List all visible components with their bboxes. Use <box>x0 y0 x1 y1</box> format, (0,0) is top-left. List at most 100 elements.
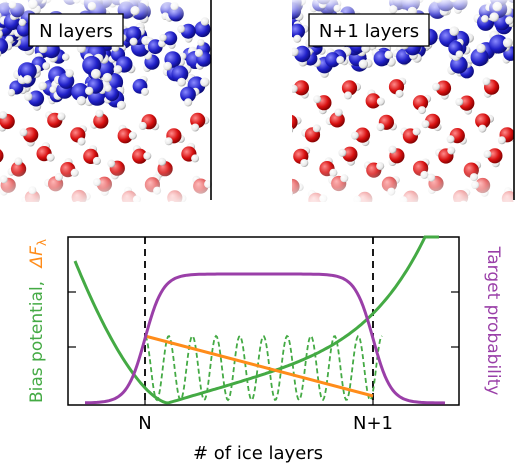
hydrogen-atom <box>388 145 397 154</box>
right-panel-label: N+1 layers <box>319 21 419 42</box>
liquid-oxygen-atom <box>171 65 189 83</box>
hydrogen-atom <box>0 50 2 57</box>
hydrogen-atom <box>432 82 441 91</box>
hydrogen-atom <box>177 77 187 87</box>
hydrogen-atom <box>158 39 166 48</box>
hydrogen-atom <box>23 75 32 84</box>
hydrogen-atom <box>497 136 506 145</box>
hydrogen-atom <box>284 1 292 9</box>
hydrogen-atom <box>143 151 152 160</box>
hydrogen-atom <box>184 98 193 107</box>
hydrogen-atom <box>5 35 14 44</box>
hydrogen-atom <box>177 25 186 33</box>
hydrogen-atom <box>200 77 210 87</box>
left-panel-label: N layers <box>39 21 113 42</box>
hydrogen-atom <box>7 88 16 97</box>
hydrogen-atom <box>376 123 385 132</box>
liquid-oxygen-atom <box>20 62 37 80</box>
hydrogen-atom <box>104 84 112 92</box>
svg-text:Bias potential, ΔFλ: Bias potential, ΔFλ <box>27 239 49 403</box>
ice-oxygen-atom <box>117 128 133 144</box>
hydrogen-atom <box>163 61 173 71</box>
hydrogen-atom <box>116 100 126 110</box>
ice-oxygen-atom <box>412 95 429 111</box>
hydrogen-atom <box>164 137 173 146</box>
liquid-oxygen-atom <box>470 48 489 67</box>
hydrogen-atom <box>376 97 385 106</box>
hydrogen-atom <box>0 111 8 120</box>
x-axis-label: # of ice layers <box>193 443 323 464</box>
hydrogen-atom <box>292 84 298 93</box>
hydrogen-atom <box>334 108 343 117</box>
x-tick-label-n1: N+1 <box>353 413 393 434</box>
hydrogen-atom <box>313 95 322 104</box>
hydrogen-atom <box>191 123 200 132</box>
hydrogen-atom <box>0 29 3 39</box>
ice-oxygen-atom <box>435 80 452 96</box>
hydrogen-atom <box>24 92 33 101</box>
hydrogen-atom <box>446 135 455 144</box>
hydrogen-atom <box>65 69 74 78</box>
ice-oxygen-atom <box>293 80 309 96</box>
hydrogen-atom <box>292 126 294 133</box>
hydrogen-atom <box>18 18 26 27</box>
hydrogen-atom <box>76 96 87 106</box>
free-energy-line <box>144 334 374 398</box>
hydrogen-atom <box>95 109 104 118</box>
left-label-box <box>28 13 124 47</box>
ice-oxygen-atom <box>132 148 148 164</box>
hydrogen-atom <box>483 150 492 159</box>
hydrogen-atom <box>57 112 66 121</box>
hydrogen-atom <box>455 50 464 59</box>
bias-oscillation-curve <box>144 334 383 402</box>
hydrogen-atom <box>129 37 138 46</box>
hydrogen-atom <box>61 53 70 61</box>
hydrogen-atom <box>85 86 94 96</box>
ice-oxygen-atom <box>0 149 4 163</box>
hydrogen-atom <box>418 106 426 115</box>
plot <box>67 235 460 406</box>
hydrogen-atom <box>412 127 421 136</box>
liquid-oxygen-atom <box>71 83 89 101</box>
hydrogen-atom <box>502 37 513 48</box>
hydrogen-atom <box>421 120 430 129</box>
ice-oxygen-atom <box>292 114 298 130</box>
liquid-oxygen-atom <box>126 26 142 42</box>
hydrogen-atom <box>336 56 345 64</box>
hydrogen-atom <box>292 190 293 196</box>
left-axis-label-df: ΔF <box>27 246 47 270</box>
hydrogen-atom <box>482 77 491 86</box>
right-axis-label: Target probability <box>483 246 503 396</box>
hydrogen-atom <box>344 91 352 100</box>
hydrogen-atom <box>128 131 137 140</box>
hydrogen-atom <box>338 148 347 157</box>
right-bottom-fade <box>292 165 514 205</box>
hydrogen-atom <box>46 153 55 162</box>
hydrogen-atom <box>49 86 57 94</box>
liquid-oxygen-atom <box>28 90 45 107</box>
hydrogen-atom <box>194 49 203 58</box>
bias-potential-curve <box>73 235 439 405</box>
x-tick-label-n: N <box>138 413 151 434</box>
hydrogen-atom <box>395 89 404 98</box>
liquid-oxygen-atom <box>0 38 9 55</box>
hydrogen-atom <box>191 154 200 163</box>
hydrogen-atom <box>293 34 302 43</box>
hydrogen-atom <box>455 97 464 106</box>
hydrogen-atom <box>384 50 393 59</box>
hydrogen-atom <box>113 65 123 74</box>
hydrogen-atom <box>141 87 149 96</box>
right-label-box <box>308 13 430 47</box>
hydrogen-atom <box>358 59 369 69</box>
ice-oxygen-atom <box>459 95 475 111</box>
ice-oxygen-atom <box>354 127 371 143</box>
ice-oxygen-atom <box>365 93 381 109</box>
left-axis-label: Bias potential, ΔFλ <box>27 239 49 403</box>
liquid-oxygen-atom <box>325 52 341 68</box>
ice-oxygen-atom <box>342 146 358 162</box>
left-axis-label-bias: Bias potential, <box>27 281 47 403</box>
hydrogen-atom <box>38 81 47 91</box>
hydrogen-atom <box>292 47 299 57</box>
liquid-oxygen-atom <box>16 22 31 37</box>
